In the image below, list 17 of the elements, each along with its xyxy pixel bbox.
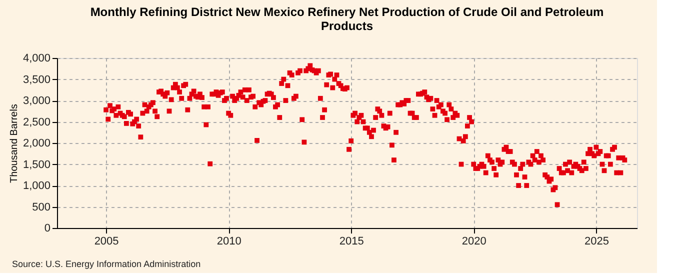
y-tick-label: 0 (44, 222, 50, 234)
x-tick-label: 2005 (94, 236, 119, 248)
x-tick-label: 2010 (216, 236, 242, 248)
y-tick-label: 1,500 (22, 158, 50, 171)
x-tick-label: 2025 (584, 236, 609, 248)
x-tick-label: 2015 (339, 236, 364, 248)
y-tick-label: 3,500 (22, 74, 50, 86)
y-tick-label: 2,000 (22, 138, 50, 150)
x-tick-label: 2020 (462, 236, 486, 248)
chart-title: Monthly Refining District New Mexico Refinery Net Production of Crude Oil and Petroleum Products (90, 5, 604, 33)
source-note: Source: U.S. Energy Information Administration (12, 259, 201, 269)
y-tick-label: 1,000 (22, 180, 50, 192)
y-axis-title: Thousand Barrels (8, 104, 20, 183)
y-tick-label: 4,000 (22, 52, 50, 64)
y-tick-label: 2,500 (22, 116, 50, 128)
y-tick-label: 500 (32, 201, 50, 214)
y-tick-label: 3,000 (22, 95, 50, 107)
